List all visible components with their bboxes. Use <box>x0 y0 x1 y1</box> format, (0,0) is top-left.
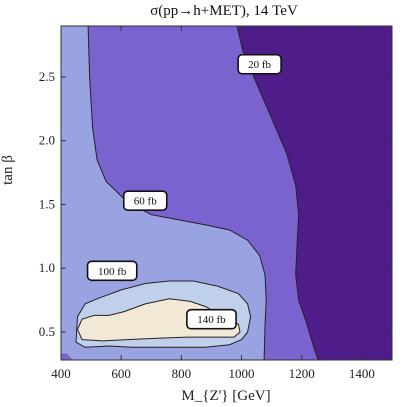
contour-label-20-fb: 20 fb <box>237 53 282 75</box>
y-axis: 0.5 1.0 1.5 2.0 2.5 <box>39 69 392 339</box>
contour-label-box <box>186 308 237 330</box>
contour-label-box <box>237 53 282 75</box>
contour-line-20-fb <box>236 26 319 360</box>
contour-label-box <box>86 260 138 282</box>
contour-label-60-fb: 60 fb <box>122 190 168 211</box>
x-tick-label: 600 <box>111 366 131 381</box>
contour-line-60-fb <box>87 26 267 360</box>
x-tick-label: 400 <box>51 366 71 381</box>
plot-frame <box>60 25 393 361</box>
region-corner-20-to-60-fb <box>61 353 73 360</box>
contour-label-text: 60 fb <box>134 196 157 208</box>
y-tick-label: 2.0 <box>39 133 55 148</box>
contour-label-text: 140 fb <box>197 314 226 326</box>
x-tick-label: 800 <box>172 366 192 381</box>
contour-label-text: 100 fb <box>98 266 127 278</box>
contour-labels: 20 fb 60 fb 100 fb 140 fb <box>86 53 282 330</box>
y-axis-label: tan β <box>0 155 16 185</box>
y-tick-label: 1.0 <box>39 260 55 275</box>
contour-label-100-fb: 100 fb <box>86 260 138 282</box>
x-tick-label: 1200 <box>289 366 315 381</box>
y-tick-label: 1.5 <box>39 196 55 211</box>
contour-label-box <box>122 190 168 211</box>
contour-line-100-fb <box>75 280 252 348</box>
contour-label-text: 20 fb <box>248 59 271 71</box>
y-tick-label: 0.5 <box>39 324 55 339</box>
contour-label-140-fb: 140 fb <box>186 308 237 330</box>
chart-title: σ(pp→h+MET), 14 TeV <box>150 3 298 19</box>
region-below-20-fb <box>237 26 392 360</box>
x-axis: 400 600 800 1000 1200 1400 <box>51 26 375 381</box>
x-tick-label: 1400 <box>349 366 375 381</box>
x-tick-label: 1000 <box>229 366 255 381</box>
x-axis-label: M_{Z'} [GeV] <box>181 388 270 404</box>
y-tick-label: 2.5 <box>39 69 55 84</box>
